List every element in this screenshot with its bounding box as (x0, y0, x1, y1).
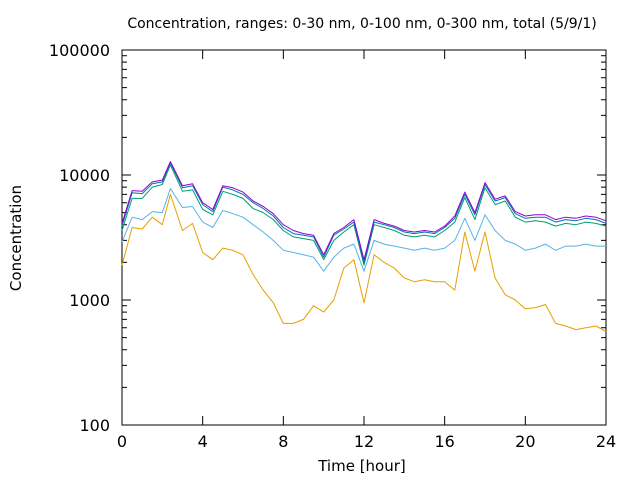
x-axis: 0 4 8 12 16 20 24 (117, 50, 616, 451)
y-tick-label: 10000 (59, 166, 110, 185)
y-tick-label: 100 (79, 416, 110, 435)
x-tick-label: 8 (278, 432, 288, 451)
plot-area (121, 161, 607, 332)
x-axis-title: Time [hour] (317, 457, 406, 475)
series-line-4 (121, 162, 607, 263)
series-line-5 (121, 161, 607, 261)
series-line-1 (121, 193, 607, 332)
series-line-2 (121, 188, 606, 272)
series-line-3 (121, 164, 607, 266)
x-tick-label: 0 (117, 432, 127, 451)
y-axis: 100 1000 10000 100000 (49, 41, 606, 435)
x-tick-label: 4 (198, 432, 208, 451)
x-tick-label: 20 (515, 432, 535, 451)
chart-title: Concentration, ranges: 0-30 nm, 0-100 nm… (127, 16, 596, 32)
x-tick-label: 24 (596, 432, 616, 451)
plot-frame (121, 49, 607, 426)
y-axis-title: Concentration (7, 185, 25, 291)
x-tick-label: 12 (354, 432, 374, 451)
y-tick-label: 1000 (69, 291, 110, 310)
y-tick-label: 100000 (49, 41, 110, 60)
x-tick-label: 16 (434, 432, 454, 451)
